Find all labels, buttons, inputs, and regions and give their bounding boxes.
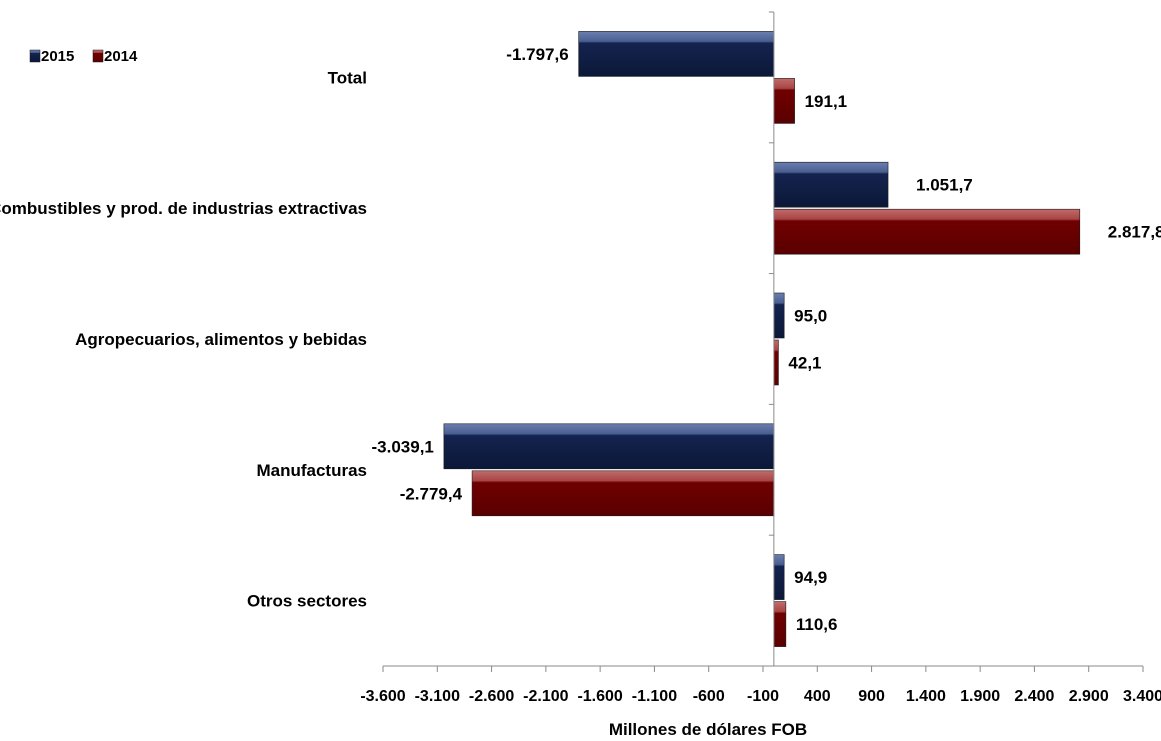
legend: 2015 2014	[29, 48, 138, 65]
value-labels-layer: -1.797,6 1.051,7 95,0 -3.039,1 94,9 191,1 2.81…	[372, 45, 1161, 634]
data-label-2015: -3.039,1	[372, 437, 434, 456]
category-labels-layer: Total Combustibles y prod. de industrias …	[0, 68, 367, 610]
data-label-2015: 94,9	[794, 568, 827, 587]
x-tick-label: -2.600	[469, 688, 514, 705]
legend-swatch-2014	[92, 49, 104, 63]
bar-2015	[443, 423, 775, 470]
x-tick-label: 2.400	[1014, 688, 1054, 705]
bar-2015	[773, 292, 785, 339]
bar-2015	[773, 161, 889, 208]
legend-swatch-2015	[29, 49, 41, 63]
legend-label-2015: 2015	[41, 48, 74, 65]
x-tick-label: 400	[804, 688, 831, 705]
x-tick-label: 3.400	[1123, 688, 1161, 705]
data-label-2014: 191,1	[805, 92, 848, 111]
category-label: Otros sectores	[247, 592, 367, 611]
x-axis-label: Millones de dólares FOB	[609, 720, 807, 739]
data-label-2014: 42,1	[788, 354, 821, 373]
bar-2014	[773, 78, 795, 124]
x-tick-label: -1.600	[577, 688, 622, 705]
bar-2014	[773, 208, 1081, 255]
legend-label-2014: 2014	[104, 48, 138, 65]
bar-2015	[578, 31, 775, 77]
data-label-2014: -2.779,4	[400, 484, 463, 503]
bar-2015	[773, 554, 785, 600]
data-label-2015: 1.051,7	[916, 176, 973, 195]
bar-2014	[471, 470, 775, 517]
axes-layer: -3.600 -3.100 -2.600 -2.100 -1.600 -1.100 -600…	[360, 11, 1161, 705]
x-tick-label: -3.600	[360, 688, 405, 705]
x-tick-label: -600	[693, 688, 725, 705]
x-tick-label: 1.900	[960, 688, 1000, 705]
category-label: Total	[328, 68, 367, 87]
data-label-2014: 110,6	[796, 615, 838, 634]
data-label-2015: -1.797,6	[506, 45, 568, 64]
x-tick-label: 1.400	[906, 688, 946, 705]
x-tick-label: 2.900	[1069, 688, 1109, 705]
bar-2014	[773, 601, 787, 647]
x-tick-label: -3.100	[415, 688, 460, 705]
data-label-2014: 2.817,8	[1108, 223, 1161, 242]
category-label: Manufacturas	[256, 461, 367, 480]
x-tick-label: -2.100	[523, 688, 568, 705]
category-label: Combustibles y prod. de industrias extra…	[0, 199, 367, 218]
bars-layer	[443, 31, 1081, 647]
x-tick-label: -1.100	[632, 688, 677, 705]
x-tick-label: -100	[747, 688, 779, 705]
bar-2014	[773, 339, 779, 386]
category-label: Agropecuarios, alimentos y bebidas	[75, 330, 367, 349]
data-label-2015: 95,0	[794, 307, 827, 326]
x-tick-label: 900	[858, 688, 885, 705]
